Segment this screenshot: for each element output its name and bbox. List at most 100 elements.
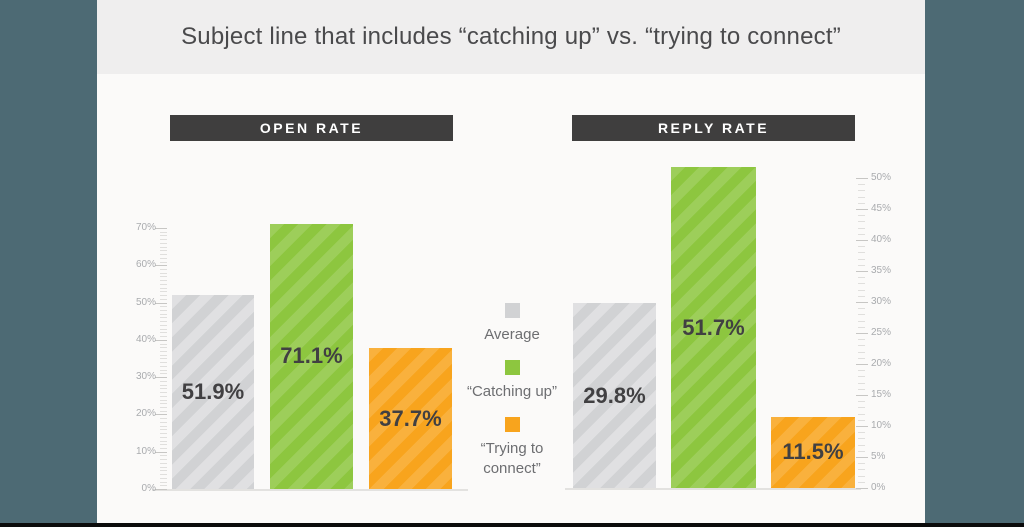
reply-rate-header: REPLY RATE (572, 115, 855, 141)
y-axis-minor-tick (160, 481, 167, 483)
y-axis-major-tick (856, 302, 868, 303)
y-axis-minor-tick (858, 320, 865, 322)
y-axis-minor-tick (160, 276, 167, 278)
y-axis-tick-label: 20% (871, 358, 892, 369)
y-axis-tick-label: 30% (871, 296, 892, 307)
legend: Average “Catching up” “Trying to connect” (430, 303, 594, 494)
legend-item-average: Average (430, 303, 594, 345)
y-axis-minor-tick (858, 469, 865, 471)
y-axis-minor-tick (160, 433, 167, 435)
y-axis-minor-tick (160, 395, 167, 397)
y-axis-minor-tick (160, 269, 167, 270)
y-axis-minor-tick (160, 242, 167, 244)
y-axis-minor-tick (160, 295, 167, 297)
y-axis-tick-label: 10% (135, 445, 156, 457)
y-axis-minor-tick (160, 418, 167, 420)
y-axis-minor-tick (160, 351, 167, 353)
y-axis-minor-tick (160, 425, 167, 427)
bottom-frame-border (0, 523, 1024, 527)
y-axis-tick-label: 60% (135, 259, 156, 271)
y-axis-minor-tick (858, 295, 865, 297)
left-frame-border (0, 0, 97, 523)
y-axis-minor-tick (160, 444, 167, 446)
y-axis-minor-tick (160, 332, 167, 334)
y-axis-minor-tick (858, 289, 865, 291)
y-axis-minor-tick (160, 272, 167, 274)
y-axis-tick-label: 40% (135, 333, 156, 345)
y-axis-minor-tick (858, 351, 865, 353)
y-axis-major-tick (856, 178, 868, 179)
y-axis-minor-tick (160, 280, 167, 282)
bar-value-label: 51.7% (682, 314, 745, 340)
y-axis-minor-tick (160, 429, 167, 431)
y-axis-minor-tick (160, 406, 167, 408)
y-axis-minor-tick (160, 410, 167, 412)
y-axis-minor-tick (160, 399, 167, 401)
open-rate-header: OPEN RATE (170, 115, 453, 141)
y-axis-minor-tick (160, 343, 167, 345)
y-axis-minor-tick (160, 321, 167, 323)
bar-trying-to-connect: 11.5% (771, 416, 855, 488)
y-axis-minor-tick (858, 246, 865, 248)
y-axis-minor-tick (858, 388, 865, 390)
y-axis-minor-tick (858, 227, 865, 229)
y-axis-minor-tick (160, 354, 167, 356)
y-axis-minor-tick (160, 380, 167, 382)
y-axis-tick-label: 0% (871, 482, 886, 493)
y-axis-minor-tick (160, 306, 167, 308)
y-axis-tick-label: 0% (141, 483, 156, 494)
y-axis-major-tick (155, 227, 167, 229)
right-frame-border (925, 0, 1024, 523)
y-axis-minor-tick (160, 459, 167, 461)
legend-item-catching-up: “Catching up” (430, 360, 594, 402)
legend-label-average: Average (484, 326, 540, 343)
y-axis-minor-tick (160, 373, 167, 375)
y-axis-major-tick (155, 377, 167, 379)
y-axis-major-tick (856, 457, 868, 458)
page-title: Subject line that includes “catching up”… (181, 23, 841, 50)
y-axis-minor-tick (160, 470, 167, 472)
y-axis-tick-label: 5% (871, 451, 886, 462)
y-axis-minor-tick (858, 463, 865, 465)
y-axis-major-tick (155, 414, 167, 416)
y-axis-major-tick (856, 364, 868, 365)
y-axis-tick-label: 15% (871, 389, 892, 400)
legend-swatch-average (504, 303, 520, 318)
y-axis-major-tick (155, 451, 167, 453)
y-axis-minor-tick (160, 310, 167, 312)
y-axis-tick-label: 30% (135, 371, 156, 383)
legend-swatch-trying-to-connect (504, 417, 520, 432)
x-axis-baseline (152, 489, 468, 491)
y-axis-major-tick (856, 426, 868, 427)
y-axis-minor-tick (858, 419, 865, 421)
y-axis-minor-tick (858, 357, 865, 359)
y-axis-minor-tick (160, 231, 167, 233)
y-axis-major-tick (856, 209, 868, 210)
y-axis-minor-tick (858, 308, 865, 310)
y-axis-minor-tick (858, 444, 865, 446)
legend-label-catching-up: “Catching up” (466, 383, 558, 400)
legend-label-trying-to-connect: “Trying to connect” (480, 440, 544, 477)
bar-average: 51.9% (172, 295, 254, 489)
y-axis-minor-tick (858, 401, 865, 403)
y-axis-tick-label: 50% (135, 296, 156, 308)
y-axis-minor-tick (160, 362, 167, 364)
x-axis-baseline (565, 488, 861, 490)
bar-catching-up: 71.1% (270, 223, 353, 489)
y-axis-minor-tick (858, 370, 865, 372)
y-axis-minor-tick (160, 336, 167, 338)
y-axis-minor-tick (858, 252, 865, 254)
y-axis-minor-tick (160, 246, 167, 248)
y-axis-minor-tick (160, 384, 167, 386)
y-axis-major-tick (856, 271, 868, 272)
y-axis-minor-tick (858, 190, 865, 192)
y-axis-major-tick (856, 488, 868, 489)
y-axis-minor-tick (858, 413, 865, 415)
y-axis-minor-tick (858, 277, 865, 279)
y-axis-tick-label: 10% (871, 420, 892, 431)
y-axis-minor-tick (160, 324, 167, 326)
y-axis-minor-tick (858, 481, 865, 483)
title-band: Subject line that includes “catching up”… (97, 0, 925, 74)
y-axis-tick-label: 40% (871, 234, 892, 245)
y-axis-tick-label: 70% (135, 221, 156, 233)
